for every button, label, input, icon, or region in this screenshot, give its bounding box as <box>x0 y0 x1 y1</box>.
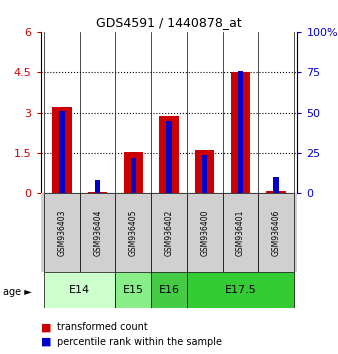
Bar <box>166 121 172 193</box>
Bar <box>123 152 143 193</box>
Bar <box>202 154 207 193</box>
Bar <box>258 193 294 272</box>
Text: ■: ■ <box>41 322 51 332</box>
Text: GSM936405: GSM936405 <box>129 210 138 256</box>
Title: GDS4591 / 1440878_at: GDS4591 / 1440878_at <box>96 16 242 29</box>
Bar <box>116 193 151 272</box>
Text: transformed count: transformed count <box>57 322 148 332</box>
Bar <box>187 272 294 308</box>
Text: ■: ■ <box>41 337 51 347</box>
Text: GSM936401: GSM936401 <box>236 210 245 256</box>
Text: E16: E16 <box>159 285 179 295</box>
Bar <box>151 193 187 272</box>
Bar <box>159 116 179 193</box>
Text: GSM936400: GSM936400 <box>200 210 209 256</box>
Bar <box>44 193 80 272</box>
Bar <box>238 70 243 193</box>
Bar <box>195 150 215 193</box>
Bar <box>231 72 250 193</box>
Text: E15: E15 <box>123 285 144 295</box>
Bar <box>266 190 286 193</box>
Text: GSM936406: GSM936406 <box>271 210 281 256</box>
Bar <box>52 107 72 193</box>
Text: GSM936404: GSM936404 <box>93 210 102 256</box>
Bar <box>95 180 100 193</box>
Text: GSM936403: GSM936403 <box>57 210 67 256</box>
Bar <box>80 193 116 272</box>
Bar <box>131 158 136 193</box>
Bar <box>59 111 65 193</box>
Text: E17.5: E17.5 <box>224 285 256 295</box>
Text: GSM936402: GSM936402 <box>165 210 173 256</box>
Bar <box>187 193 222 272</box>
Bar <box>273 177 279 193</box>
Bar <box>44 272 116 308</box>
Bar <box>116 272 151 308</box>
Bar <box>151 272 187 308</box>
Text: age ►: age ► <box>3 287 32 297</box>
Text: E14: E14 <box>69 285 90 295</box>
Bar <box>222 193 258 272</box>
Bar <box>88 192 107 193</box>
Text: percentile rank within the sample: percentile rank within the sample <box>57 337 222 347</box>
